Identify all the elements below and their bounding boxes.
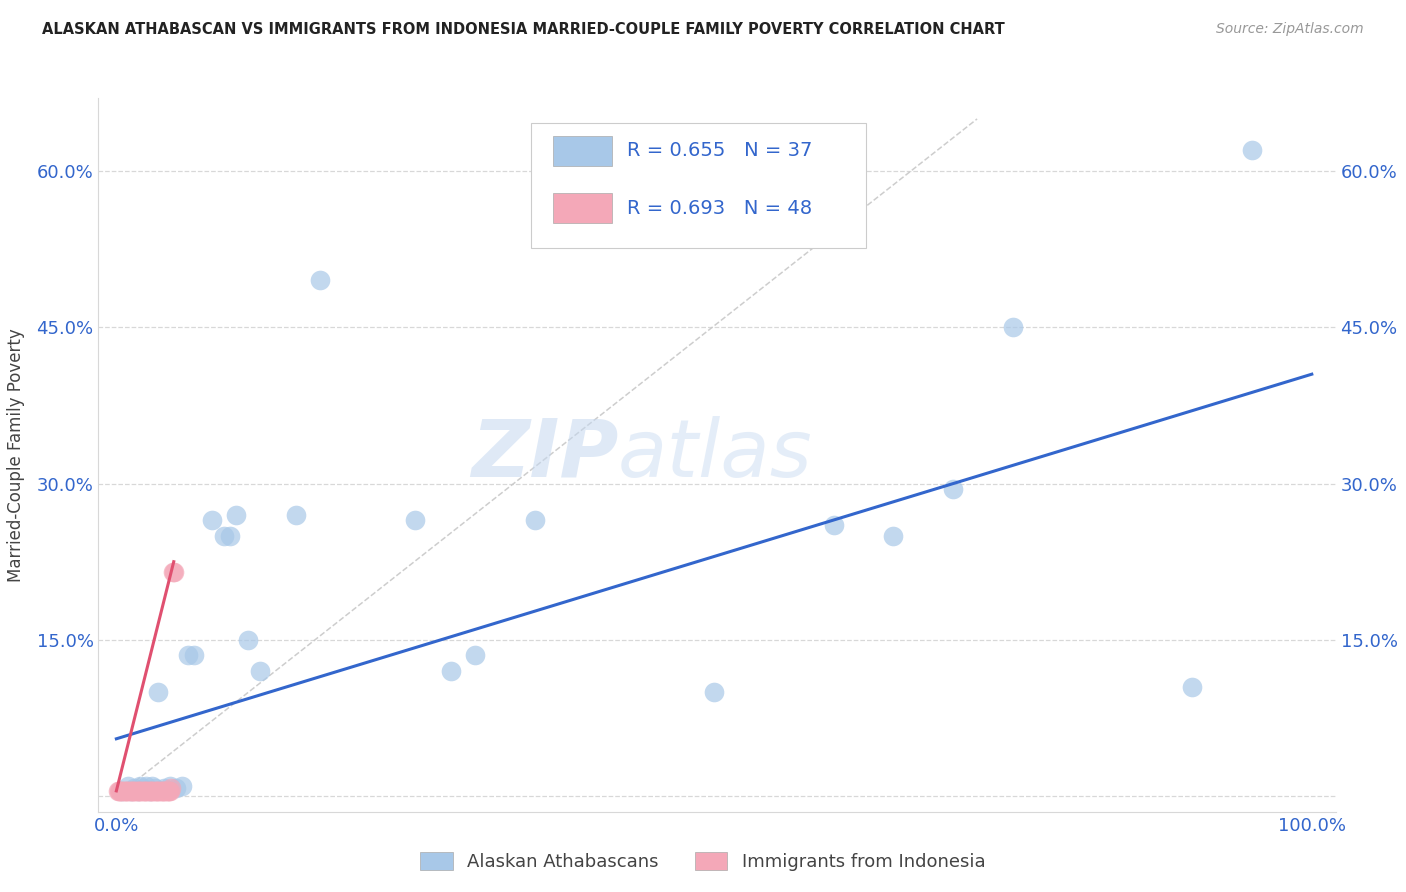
Point: [122, 784, 145, 798]
Point: [143, 784, 166, 798]
Point: [107, 784, 129, 798]
Text: Source: ZipAtlas.com: Source: ZipAtlas.com: [1216, 22, 1364, 37]
Text: atlas: atlas: [619, 416, 813, 494]
Point: [127, 784, 149, 798]
FancyBboxPatch shape: [553, 136, 612, 166]
Point: [308, 273, 330, 287]
Point: [1001, 320, 1024, 334]
Point: [132, 784, 155, 798]
Point: [703, 685, 725, 699]
Point: [124, 784, 146, 798]
Legend: Alaskan Athabascans, Immigrants from Indonesia: Alaskan Athabascans, Immigrants from Ind…: [413, 845, 993, 879]
Point: [128, 784, 150, 798]
Point: [148, 784, 170, 798]
Point: [111, 784, 134, 798]
Point: [440, 664, 463, 678]
Point: [149, 784, 172, 798]
Point: [165, 780, 187, 795]
Point: [162, 565, 184, 579]
Point: [129, 784, 152, 798]
Text: ZIP: ZIP: [471, 416, 619, 494]
Point: [146, 784, 169, 798]
Point: [153, 784, 176, 798]
Point: [160, 780, 183, 795]
Point: [159, 784, 181, 798]
Point: [212, 529, 235, 543]
Point: [155, 784, 177, 798]
Point: [157, 784, 180, 798]
Point: [117, 784, 139, 798]
Point: [120, 784, 142, 798]
Point: [156, 784, 179, 798]
Point: [159, 779, 181, 793]
Point: [115, 784, 138, 798]
Point: [152, 784, 174, 798]
Point: [150, 784, 173, 798]
Point: [404, 513, 426, 527]
Point: [139, 784, 162, 798]
Point: [121, 784, 143, 798]
Text: R = 0.655   N = 37: R = 0.655 N = 37: [627, 142, 813, 161]
Point: [110, 784, 132, 798]
Point: [882, 529, 904, 543]
Point: [138, 784, 160, 798]
Point: [142, 784, 165, 798]
FancyBboxPatch shape: [531, 123, 866, 248]
Point: [141, 784, 163, 798]
Point: [139, 784, 162, 798]
Point: [183, 648, 205, 663]
Point: [201, 513, 224, 527]
Point: [117, 779, 139, 793]
Point: [124, 784, 146, 798]
Y-axis label: Married-Couple Family Poverty: Married-Couple Family Poverty: [7, 328, 25, 582]
Point: [139, 784, 162, 798]
Point: [236, 632, 259, 647]
FancyBboxPatch shape: [553, 193, 612, 223]
Point: [136, 784, 159, 798]
Point: [135, 784, 157, 798]
Point: [112, 784, 135, 798]
Point: [148, 784, 170, 798]
Point: [111, 784, 134, 798]
Point: [124, 780, 146, 795]
Point: [464, 648, 486, 663]
Point: [145, 784, 167, 798]
Point: [141, 779, 163, 793]
Point: [148, 685, 170, 699]
Point: [127, 784, 149, 798]
Point: [225, 508, 247, 522]
Point: [131, 784, 153, 798]
Point: [284, 508, 307, 522]
Point: [118, 784, 141, 798]
Point: [177, 648, 200, 663]
Point: [249, 664, 271, 678]
Point: [135, 779, 157, 793]
Point: [523, 513, 546, 527]
Point: [120, 784, 142, 798]
Point: [108, 784, 131, 798]
Point: [131, 784, 153, 798]
Point: [134, 784, 156, 798]
Point: [155, 784, 177, 798]
Point: [131, 780, 153, 795]
Point: [114, 784, 136, 798]
Text: ALASKAN ATHABASCAN VS IMMIGRANTS FROM INDONESIA MARRIED-COUPLE FAMILY POVERTY CO: ALASKAN ATHABASCAN VS IMMIGRANTS FROM IN…: [42, 22, 1005, 37]
Point: [129, 779, 152, 793]
Point: [172, 779, 194, 793]
Point: [942, 482, 965, 496]
Point: [1181, 680, 1204, 694]
Text: R = 0.693   N = 48: R = 0.693 N = 48: [627, 199, 811, 218]
Point: [1240, 143, 1263, 157]
Point: [125, 784, 148, 798]
Point: [823, 518, 845, 533]
Point: [219, 529, 242, 543]
Point: [163, 565, 186, 579]
Point: [107, 784, 129, 798]
Point: [143, 780, 166, 795]
Point: [115, 784, 138, 798]
Point: [153, 780, 176, 795]
